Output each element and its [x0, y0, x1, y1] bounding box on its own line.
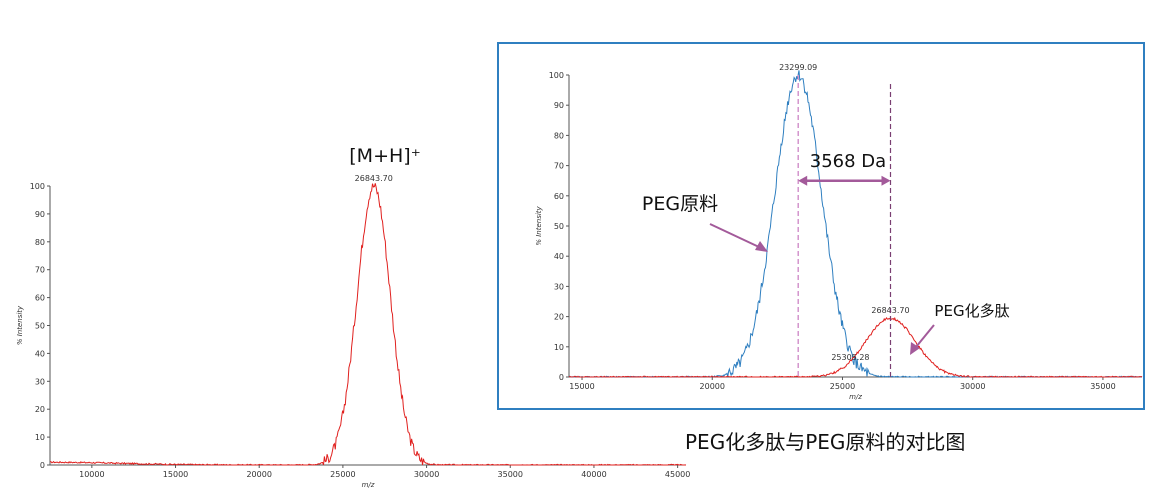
y-tick-label: 100 — [30, 182, 45, 191]
y-tick-label: 40 — [35, 349, 45, 358]
x-tick-label: 35000 — [498, 470, 523, 479]
pointer-arrow-head-pegylated — [910, 342, 920, 355]
x-tick-label: 25000 — [330, 470, 355, 479]
y-axis-label: % Intensity — [535, 205, 543, 245]
y-tick-label: 10 — [554, 343, 564, 352]
y-tick-label: 50 — [554, 222, 564, 231]
peak-value-label: 23299.09 — [779, 63, 817, 72]
y-tick-label: 80 — [35, 238, 45, 247]
y-tick-label: 20 — [554, 313, 564, 322]
y-tick-label: 70 — [554, 162, 564, 171]
y-tick-label: 60 — [554, 192, 564, 201]
mass-spectrum-comparison-chart: 0 10 20 30 40 50 60 70 80 90 100 15000 20000 25000 300… — [535, 63, 1143, 401]
peak-value-label: 26843.70 — [355, 174, 393, 183]
spectrum-series-line — [49, 183, 687, 466]
spectrum-series-line — [568, 70, 1143, 378]
arrow-head-left — [798, 175, 808, 186]
x-tick-label: 20000 — [246, 470, 271, 479]
x-axis-label: m/z — [362, 481, 375, 489]
right-plot-area: 0 10 20 30 40 50 60 70 80 90 100 15000 20000 25000 300… — [535, 63, 1143, 401]
spectrum-series-line — [568, 316, 1143, 378]
x-tick-label: 40000 — [581, 470, 606, 479]
annotation-peg-raw-material: PEG原料 — [642, 193, 718, 215]
ion-label: [M+H]⁺ — [349, 145, 420, 167]
y-tick-label: 0 — [40, 461, 45, 470]
x-tick-label: 20000 — [700, 382, 725, 391]
y-tick-label: 90 — [35, 210, 45, 219]
y-tick-label: 30 — [554, 282, 564, 291]
x-tick-label: 15000 — [569, 382, 594, 391]
comparison-inset-frame — [497, 42, 1145, 410]
x-tick-label: 45000 — [665, 470, 690, 479]
y-tick-label: 60 — [35, 294, 45, 303]
arrow-head-right — [881, 175, 891, 186]
y-axis-label: % Intensity — [16, 305, 24, 345]
delta-label: 3568 Da — [810, 151, 886, 172]
x-tick-label: 10000 — [79, 470, 104, 479]
peak-value-label: 25305.28 — [831, 353, 869, 362]
x-tick-label: 15000 — [163, 470, 188, 479]
y-tick-label: 10 — [35, 433, 45, 442]
pointer-arrow-pegylated — [915, 324, 935, 348]
pointer-arrow-head-peg-raw — [755, 241, 768, 252]
annotation-pegylated-peptide: PEG化多肽 — [934, 302, 1009, 320]
x-tick-label: 30000 — [414, 470, 439, 479]
y-tick-label: 80 — [554, 131, 564, 140]
x-tick-label: 25000 — [830, 382, 855, 391]
x-tick-label: 30000 — [960, 382, 985, 391]
figure-caption: PEG化多肽与PEG原料的对比图 — [685, 430, 966, 454]
y-tick-label: 0 — [559, 373, 564, 382]
pointer-arrow-peg-raw — [709, 223, 760, 248]
x-tick-label: 35000 — [1090, 382, 1115, 391]
y-tick-label: 90 — [554, 101, 564, 110]
y-tick-label: 100 — [549, 71, 564, 80]
y-tick-label: 20 — [35, 405, 45, 414]
x-axis-label: m/z — [849, 393, 862, 401]
y-tick-label: 70 — [35, 266, 45, 275]
y-tick-label: 30 — [35, 377, 45, 386]
y-tick-label: 40 — [554, 252, 564, 261]
y-tick-label: 50 — [35, 322, 45, 331]
